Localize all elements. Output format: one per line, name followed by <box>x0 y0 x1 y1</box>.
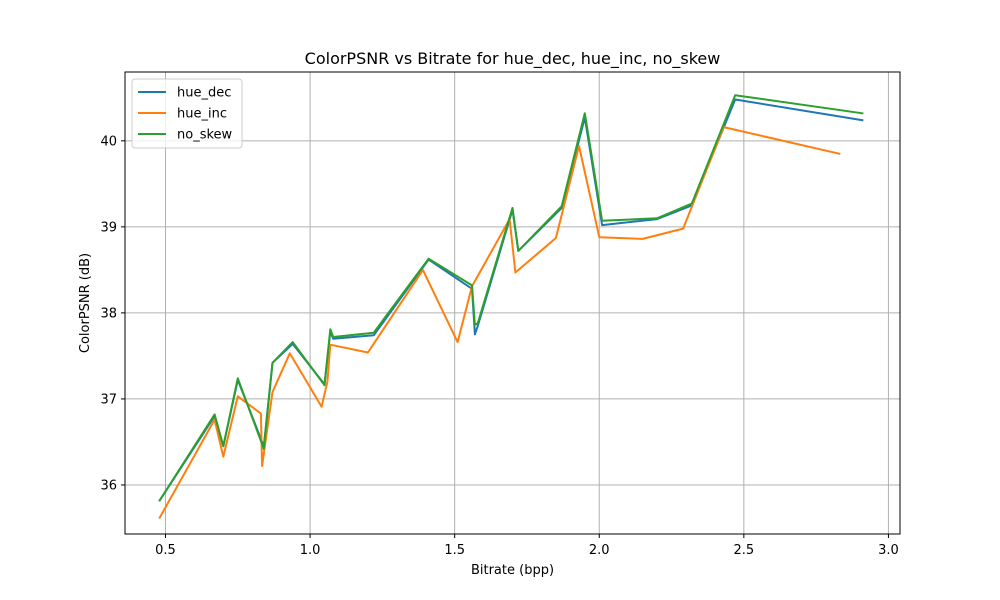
y-tick-label: 37 <box>100 392 117 407</box>
grid-layer <box>125 72 900 534</box>
legend-label-no-skew: no_skew <box>177 128 233 143</box>
x-tick-label: 2.5 <box>733 543 754 558</box>
y-tick-label: 38 <box>100 306 117 321</box>
x-tick-label: 1.5 <box>444 543 465 558</box>
legend-box <box>131 78 243 149</box>
x-tick-label: 2.0 <box>589 543 610 558</box>
series-line-no-skew <box>158 94 864 502</box>
x-tick-label: 0.5 <box>155 543 176 558</box>
legend-label-hue-dec: hue_dec <box>177 86 231 101</box>
chart-title: ColorPSNR vs Bitrate for hue_dec, hue_in… <box>305 49 721 69</box>
x-tick-label: 1.0 <box>300 543 321 558</box>
y-tick-label: 36 <box>100 478 117 493</box>
legend: hue_dec hue_inc no_skew <box>131 78 243 149</box>
x-axis-label: Bitrate (bpp) <box>471 563 554 578</box>
series-line-hue-inc <box>158 126 841 520</box>
plot-frame <box>124 71 901 535</box>
tick-layer: 0.5 1.0 1.5 2.0 2.5 3.0 36 37 38 39 40 <box>100 134 898 558</box>
y-tick-label: 40 <box>100 134 117 149</box>
y-tick-label: 39 <box>100 220 117 235</box>
series-layer <box>158 94 864 520</box>
legend-label-hue-inc: hue_inc <box>177 107 227 122</box>
x-tick-label: 3.0 <box>878 543 899 558</box>
y-axis-label: ColorPSNR (dB) <box>78 253 93 353</box>
